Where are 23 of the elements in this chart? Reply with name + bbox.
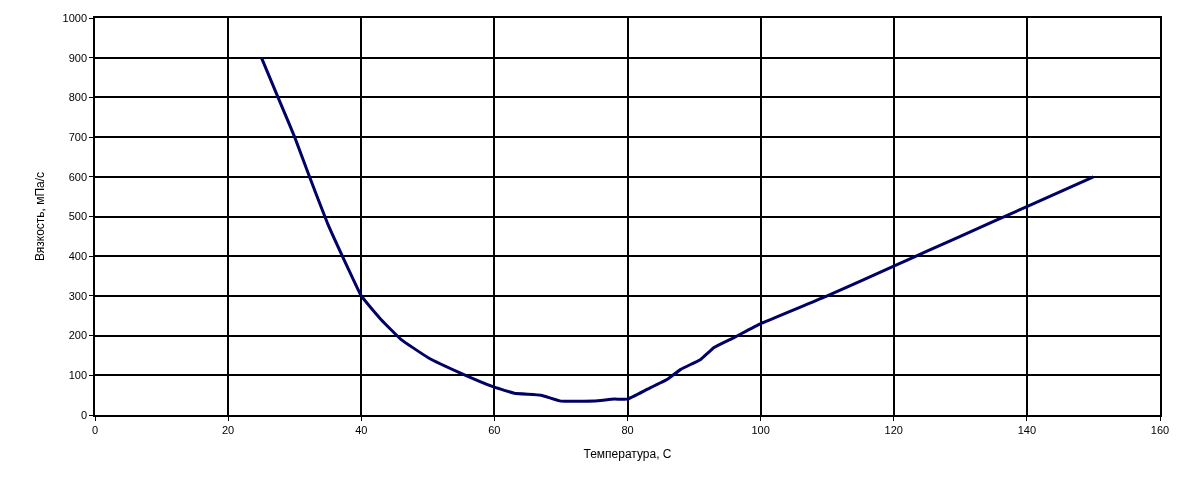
x-tick-label: 120 [884, 423, 903, 436]
y-tick-label: 800 [68, 91, 88, 104]
y-tick-label: 500 [68, 210, 88, 223]
y-tick-label: 0 [80, 408, 88, 421]
x-tick-label: 140 [1017, 423, 1037, 436]
y-tick-label: 600 [68, 170, 88, 183]
x-tick-label: 100 [751, 423, 770, 436]
x-tick-label: 40 [355, 423, 368, 436]
x-tick-label: 160 [1150, 423, 1170, 436]
line-series [259, 56, 1095, 403]
y-tick-label: 400 [68, 250, 88, 263]
x-tick-label: 20 [222, 423, 235, 436]
y-tick-label: 900 [68, 51, 88, 64]
y-tick-label: 700 [68, 130, 88, 143]
y-tick-label: 300 [68, 289, 88, 302]
x-tick-label: 0 [91, 423, 99, 436]
x-tick-label: 60 [488, 423, 501, 436]
x-tick-label: 80 [621, 423, 634, 436]
y-tick-label: 100 [68, 369, 88, 382]
y-tick-label: 1000 [62, 11, 88, 24]
y-axis-title: Вязкость, мПа/с [33, 171, 48, 262]
x-axis-title: Температура, С [583, 447, 672, 462]
y-tick-label: 200 [68, 329, 88, 342]
